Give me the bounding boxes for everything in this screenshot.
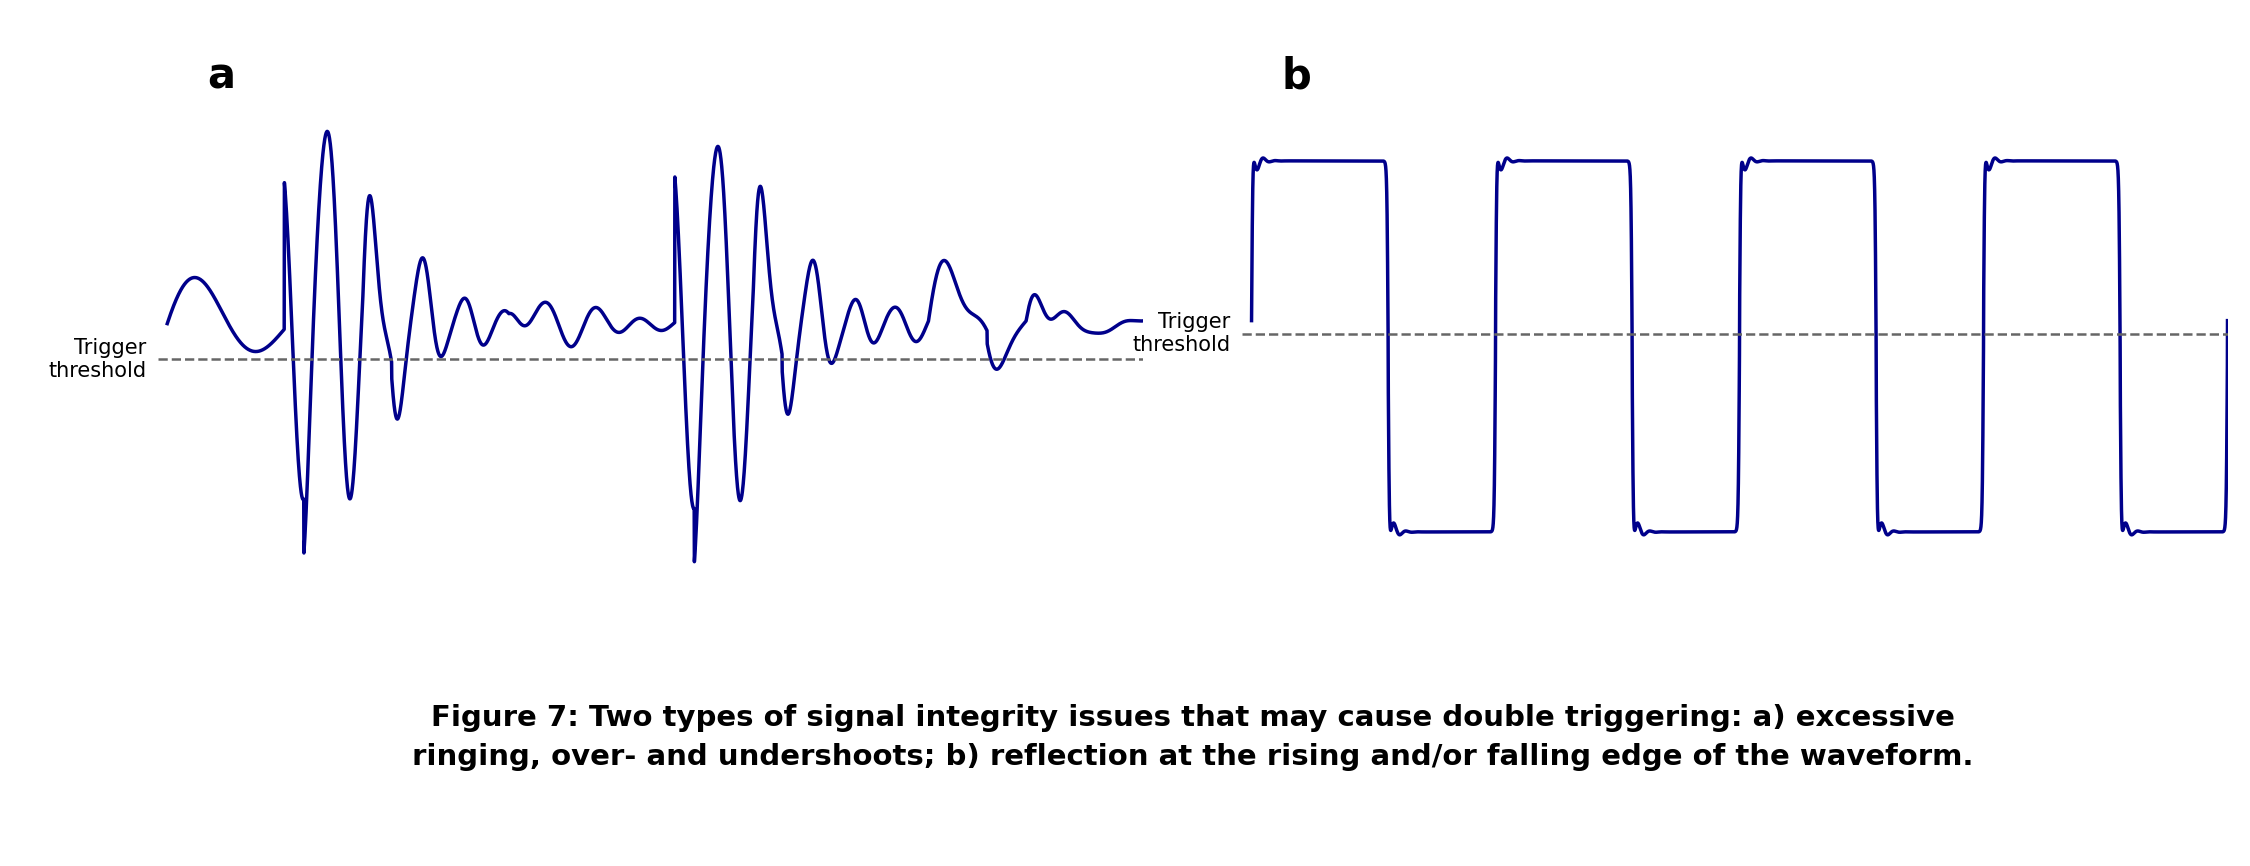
- Text: Figure 7: Two types of signal integrity issues that may cause double triggering:: Figure 7: Two types of signal integrity …: [412, 704, 1973, 771]
- Text: Trigger
threshold: Trigger threshold: [47, 338, 146, 381]
- Text: Trigger
threshold: Trigger threshold: [1132, 312, 1231, 355]
- Text: b: b: [1280, 55, 1312, 98]
- Text: a: a: [207, 55, 234, 98]
